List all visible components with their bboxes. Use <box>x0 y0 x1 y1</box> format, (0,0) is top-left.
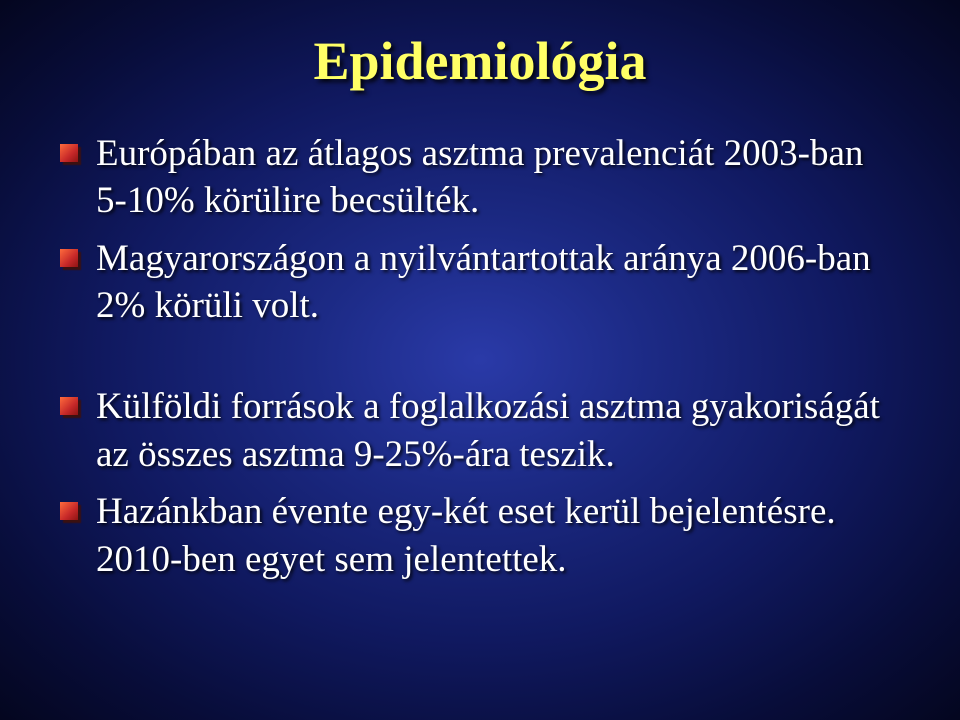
bullet-marker-icon <box>60 144 78 162</box>
bullet-item: Magyarországon a nyilvántartottak aránya… <box>60 235 900 330</box>
bullet-item: Európában az átlagos asztma prevalenciát… <box>60 130 900 225</box>
bullet-item: Külföldi források a foglalkozási asztma … <box>60 383 900 478</box>
slide-body: Európában az átlagos asztma prevalenciát… <box>60 130 900 593</box>
bullet-marker-icon <box>60 249 78 267</box>
bullet-group-1: Európában az átlagos asztma prevalenciát… <box>60 130 900 339</box>
presentation-slide: Epidemiológia Európában az átlagos asztm… <box>0 0 960 720</box>
bullet-marker-icon <box>60 502 78 520</box>
bullet-group-2: Külföldi források a foglalkozási asztma … <box>60 383 900 592</box>
bullet-text: Külföldi források a foglalkozási asztma … <box>96 383 900 478</box>
slide-title: Epidemiológia <box>60 30 900 92</box>
bullet-item: Hazánkban évente egy-két eset kerül beje… <box>60 488 900 583</box>
bullet-text: Hazánkban évente egy-két eset kerül beje… <box>96 488 900 583</box>
bullet-text: Európában az átlagos asztma prevalenciát… <box>96 130 900 225</box>
bullet-text: Magyarországon a nyilvántartottak aránya… <box>96 235 900 330</box>
bullet-marker-icon <box>60 397 78 415</box>
